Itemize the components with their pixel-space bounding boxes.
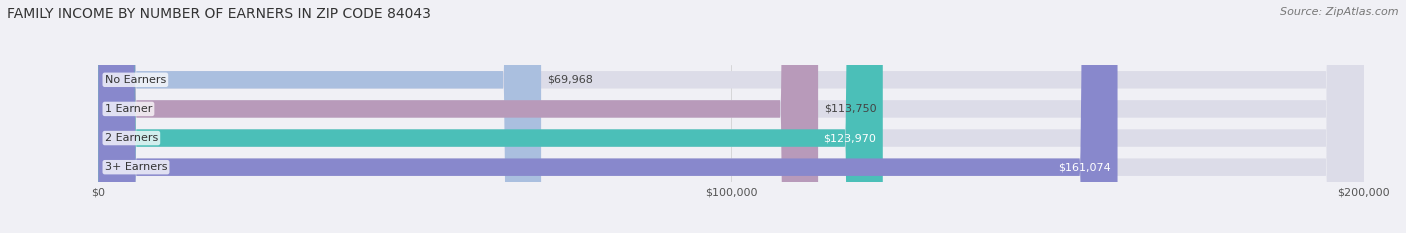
Text: 2 Earners: 2 Earners — [105, 133, 157, 143]
FancyBboxPatch shape — [98, 0, 1364, 233]
FancyBboxPatch shape — [98, 0, 1364, 233]
FancyBboxPatch shape — [98, 0, 1364, 233]
FancyBboxPatch shape — [98, 0, 1364, 233]
Text: 1 Earner: 1 Earner — [105, 104, 152, 114]
Text: No Earners: No Earners — [105, 75, 166, 85]
Text: $113,750: $113,750 — [824, 104, 877, 114]
Text: 3+ Earners: 3+ Earners — [105, 162, 167, 172]
Text: $161,074: $161,074 — [1059, 162, 1111, 172]
FancyBboxPatch shape — [98, 0, 883, 233]
Text: $69,968: $69,968 — [547, 75, 593, 85]
Text: $123,970: $123,970 — [824, 133, 876, 143]
FancyBboxPatch shape — [98, 0, 1118, 233]
Text: FAMILY INCOME BY NUMBER OF EARNERS IN ZIP CODE 84043: FAMILY INCOME BY NUMBER OF EARNERS IN ZI… — [7, 7, 430, 21]
Text: Source: ZipAtlas.com: Source: ZipAtlas.com — [1281, 7, 1399, 17]
FancyBboxPatch shape — [98, 0, 818, 233]
FancyBboxPatch shape — [98, 0, 541, 233]
